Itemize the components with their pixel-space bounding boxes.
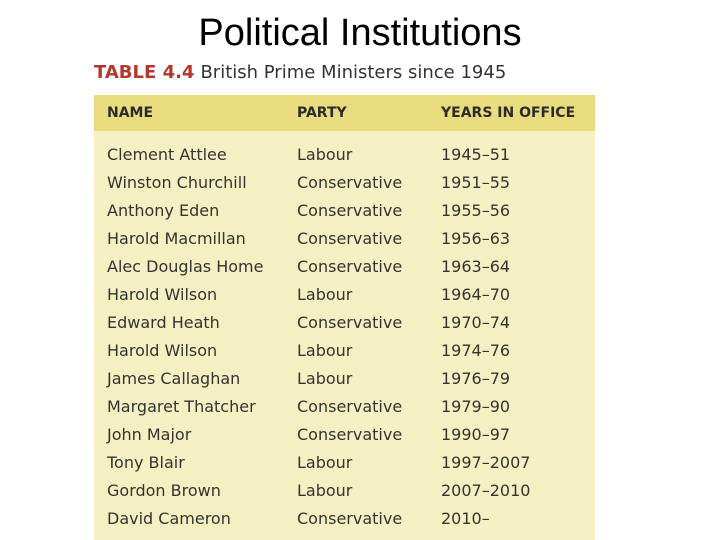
cell-party: Conservative xyxy=(297,312,403,332)
cell-party: Labour xyxy=(297,144,353,164)
cell-name: John Major xyxy=(107,424,192,444)
table-row: Edward Heath Conservative 1970–74 xyxy=(94,308,595,336)
cell-name: Winston Churchill xyxy=(107,172,247,192)
cell-party: Conservative xyxy=(297,508,403,528)
cell-party: Labour xyxy=(297,452,353,472)
cell-party: Conservative xyxy=(297,256,403,276)
cell-years: 1963–64 xyxy=(441,256,511,276)
table-header: NAME PARTY YEARS IN OFFICE xyxy=(94,95,595,131)
table-row: Harold Wilson Labour 1964–70 xyxy=(94,280,595,308)
table-row: John Major Conservative 1990–97 xyxy=(94,420,595,448)
cell-name: Tony Blair xyxy=(107,452,185,472)
cell-years: 2007–2010 xyxy=(441,480,531,500)
cell-name: Anthony Eden xyxy=(107,200,220,220)
table-caption: TABLE 4.4 British Prime Ministers since 1… xyxy=(94,60,506,86)
table-row: Tony Blair Labour 1997–2007 xyxy=(94,448,595,476)
cell-party: Conservative xyxy=(297,200,403,220)
cell-name: Margaret Thatcher xyxy=(107,396,256,416)
cell-years: 1997–2007 xyxy=(441,452,531,472)
table-caption-text: British Prime Ministers since 1945 xyxy=(200,62,507,83)
table-label: TABLE 4.4 xyxy=(94,62,195,83)
cell-years: 1974–76 xyxy=(441,340,511,360)
cell-years: 1951–55 xyxy=(441,172,511,192)
table-body: Clement Attlee Labour 1945–51 Winston Chur… xyxy=(94,131,595,532)
table-row: Margaret Thatcher Conservative 1979–90 xyxy=(94,392,595,420)
cell-name: Alec Douglas Home xyxy=(107,256,264,276)
cell-years: 1970–74 xyxy=(441,312,511,332)
cell-name: Harold Macmillan xyxy=(107,228,246,248)
cell-party: Labour xyxy=(297,368,353,388)
cell-party: Labour xyxy=(297,480,353,500)
cell-years: 1956–63 xyxy=(441,228,511,248)
cell-party: Conservative xyxy=(297,396,403,416)
slide-title: Political Institutions xyxy=(198,12,522,54)
header-years: YEARS IN OFFICE xyxy=(441,105,576,121)
table-row: Gordon Brown Labour 2007–2010 xyxy=(94,476,595,504)
cell-years: 2010– xyxy=(441,508,490,528)
cell-name: Clement Attlee xyxy=(107,144,227,164)
cell-party: Labour xyxy=(297,284,353,304)
header-party: PARTY xyxy=(297,105,347,121)
table-row: Clement Attlee Labour 1945–51 xyxy=(94,140,595,168)
table-row: James Callaghan Labour 1976–79 xyxy=(94,364,595,392)
table-row: David Cameron Conservative 2010– xyxy=(94,504,595,532)
header-name: NAME xyxy=(107,105,154,121)
table-row: Harold Macmillan Conservative 1956–63 xyxy=(94,224,595,252)
cell-party: Conservative xyxy=(297,424,403,444)
table-row: Winston Churchill Conservative 1951–55 xyxy=(94,168,595,196)
cell-years: 1945–51 xyxy=(441,144,511,164)
cell-years: 1990–97 xyxy=(441,424,511,444)
cell-name: Harold Wilson xyxy=(107,284,218,304)
cell-name: Harold Wilson xyxy=(107,340,218,360)
cell-name: Edward Heath xyxy=(107,312,220,332)
table-row: Alec Douglas Home Conservative 1963–64 xyxy=(94,252,595,280)
prime-ministers-table: NAME PARTY YEARS IN OFFICE Clement Attle… xyxy=(94,95,595,540)
cell-years: 1964–70 xyxy=(441,284,511,304)
cell-years: 1979–90 xyxy=(441,396,511,416)
cell-party: Conservative xyxy=(297,172,403,192)
cell-name: David Cameron xyxy=(107,508,231,528)
cell-name: Gordon Brown xyxy=(107,480,221,500)
table-row: Harold Wilson Labour 1974–76 xyxy=(94,336,595,364)
cell-party: Labour xyxy=(297,340,353,360)
cell-party: Conservative xyxy=(297,228,403,248)
cell-name: James Callaghan xyxy=(107,368,241,388)
cell-years: 1976–79 xyxy=(441,368,511,388)
cell-years: 1955–56 xyxy=(441,200,511,220)
table-row: Anthony Eden Conservative 1955–56 xyxy=(94,196,595,224)
